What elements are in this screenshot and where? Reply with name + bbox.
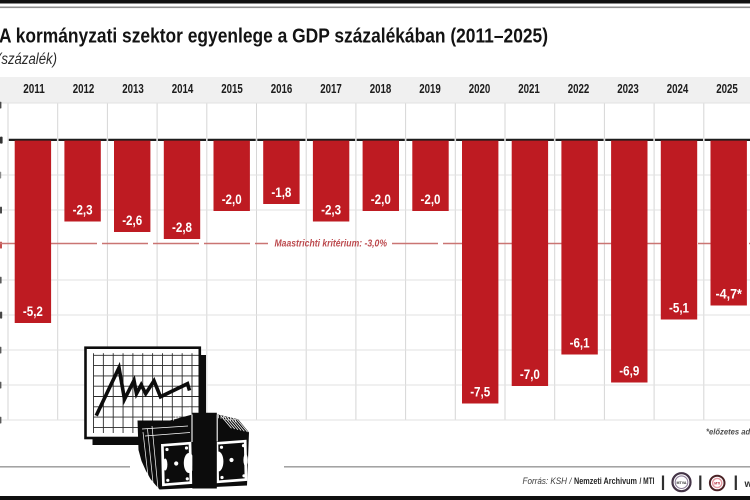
svg-text:2015: 2015 bbox=[221, 81, 243, 96]
svg-text:-7,5: -7,5 bbox=[470, 384, 490, 400]
svg-text:-6,1: -6,1 bbox=[570, 335, 590, 351]
svg-text:-2,0: -2,0 bbox=[421, 191, 441, 207]
svg-text:MTVA: MTVA bbox=[677, 481, 687, 485]
svg-text:2016: 2016 bbox=[271, 81, 293, 96]
svg-text:-2,0: -2,0 bbox=[222, 191, 242, 207]
svg-text:-2,8: -2,8 bbox=[172, 219, 192, 235]
svg-text:(százalék): (százalék) bbox=[0, 51, 57, 68]
svg-text:-6,9: -6,9 bbox=[619, 363, 639, 379]
svg-text:-5,2: -5,2 bbox=[23, 303, 43, 319]
svg-text:-2,6: -2,6 bbox=[122, 212, 142, 228]
svg-text:2019: 2019 bbox=[419, 81, 441, 96]
svg-text:-2,3: -2,3 bbox=[73, 202, 93, 218]
svg-text:A kormányzati szektor egyenleg: A kormányzati szektor egyenlege a GDP sz… bbox=[0, 26, 548, 48]
svg-text:-4,7*: -4,7* bbox=[715, 286, 742, 302]
svg-text:*előzetes adat: *előzetes adat bbox=[706, 427, 750, 437]
svg-text:2021: 2021 bbox=[518, 81, 540, 96]
svg-text:2013: 2013 bbox=[122, 81, 144, 96]
svg-text:2018: 2018 bbox=[370, 81, 392, 96]
svg-text:2012: 2012 bbox=[73, 81, 95, 96]
svg-text:-7,0: -7,0 bbox=[520, 366, 540, 382]
svg-text:Forrás: KSH /: Forrás: KSH / bbox=[523, 476, 573, 487]
svg-text:2022: 2022 bbox=[568, 81, 590, 96]
svg-text:ww: ww bbox=[744, 479, 750, 490]
svg-text:2020: 2020 bbox=[469, 81, 491, 96]
svg-text:2014: 2014 bbox=[172, 81, 194, 96]
svg-text:2025: 2025 bbox=[716, 81, 738, 96]
svg-text:MTI: MTI bbox=[714, 482, 720, 486]
svg-text:2023: 2023 bbox=[617, 81, 639, 96]
svg-text:/ MTI: / MTI bbox=[640, 476, 655, 487]
svg-text:-2,0: -2,0 bbox=[371, 191, 391, 207]
svg-text:-1,8: -1,8 bbox=[271, 184, 291, 200]
svg-text:2011: 2011 bbox=[23, 81, 45, 96]
svg-text:Maastrichti kritérium: -3,0%: Maastrichti kritérium: -3,0% bbox=[275, 238, 388, 250]
svg-text:Nemzeti Archivum: Nemzeti Archivum bbox=[574, 476, 637, 487]
svg-text:2017: 2017 bbox=[320, 81, 342, 96]
svg-text:-5,1: -5,1 bbox=[669, 300, 689, 316]
svg-text:2024: 2024 bbox=[667, 81, 689, 96]
svg-text:-2,3: -2,3 bbox=[321, 202, 341, 218]
